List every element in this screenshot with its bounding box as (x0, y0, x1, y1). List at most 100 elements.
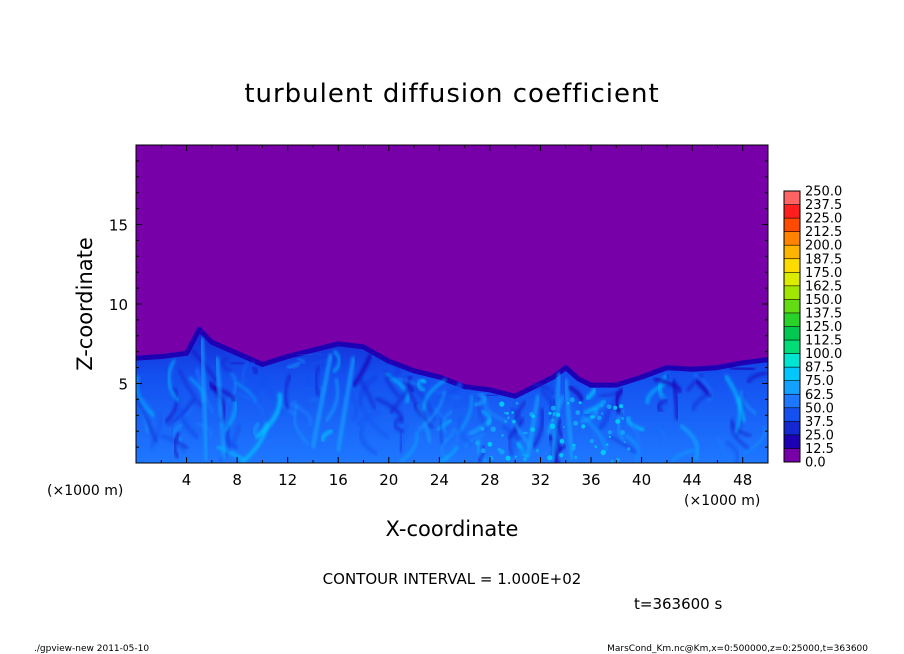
turbulence-speckle (613, 405, 618, 410)
turbulence-streak (692, 373, 713, 403)
turbulence-speckle (594, 445, 597, 448)
footer-left: ./gpview-new 2011-05-10 (34, 644, 149, 654)
colorbar-swatch (784, 367, 800, 381)
y-tick-label: 5 (118, 376, 128, 394)
turbulence-speckle (606, 443, 609, 446)
colorbar-swatch (784, 394, 800, 409)
x-tick-label: 12 (278, 471, 297, 489)
turbulence-speckle (601, 412, 604, 415)
turbulence-plume (215, 356, 226, 460)
turbulence-streak (729, 366, 756, 371)
colorbar: 0.012.525.037.550.062.575.087.5100.0112.… (783, 185, 842, 471)
turbulence-speckle (480, 448, 486, 454)
turbulence-streak (540, 439, 555, 457)
turbulence-streak (439, 445, 459, 463)
turbulence-speckle (551, 418, 555, 422)
colorbar-swatch (784, 340, 800, 354)
colorbar-label: 75.0 (805, 374, 834, 389)
colorbar-swatch (784, 448, 800, 463)
turbulence-streak (309, 356, 335, 366)
x-tick-label: 40 (632, 471, 651, 489)
turbulence-speckle (490, 426, 496, 432)
turbulence-streak (195, 421, 213, 439)
turbulence-streak (583, 399, 607, 415)
turbulence-streak (440, 427, 460, 457)
turbulence-streak (136, 398, 158, 442)
turbulence-streak (252, 421, 261, 436)
turbulence-streak (532, 408, 545, 449)
plot-area (135, 144, 769, 464)
turbulence-streak (413, 403, 434, 429)
colorbar-label: 150.0 (805, 293, 842, 308)
turbulence-streak (436, 381, 462, 400)
x-tick-label: 28 (480, 471, 499, 489)
turbulence-speckle (505, 455, 511, 461)
turbulence-streak (665, 372, 671, 380)
turbulence-speckle (504, 411, 507, 415)
colorbar-label: 250.0 (805, 185, 842, 200)
colorbar-swatch (784, 204, 800, 219)
turbulence-streak (375, 397, 404, 424)
turbulence-speckle (615, 419, 621, 424)
turbulence-speckle (550, 405, 556, 411)
turbulence-streak (167, 359, 179, 402)
x-tick-label: 16 (329, 471, 348, 489)
turbulence-speckle (530, 427, 535, 432)
turbulence-streak (739, 390, 757, 415)
turbulence-speckle (522, 457, 528, 462)
turbulence-speckle (621, 417, 625, 420)
turbulence-streak (385, 365, 401, 380)
turbulence-speckle (559, 438, 565, 444)
turbulence-streak (626, 416, 645, 432)
colorbar-swatch (784, 326, 800, 341)
turbulence-streak (227, 371, 237, 402)
turbulence-speckle (610, 459, 614, 463)
turbulence-streak (352, 354, 372, 387)
turbulence-streak (359, 375, 377, 407)
turbulence-speckle (627, 447, 631, 451)
turbulence-plume (526, 394, 540, 457)
turbulence-streak (398, 377, 422, 392)
turbulence-streak (584, 387, 597, 401)
turbulence-speckle (511, 411, 514, 414)
colorbar-label: 100.0 (805, 347, 842, 362)
turbulence-streak (389, 387, 410, 415)
x-tick-label: 4 (182, 471, 192, 489)
turbulence-speckle (570, 445, 576, 451)
turbulence-streak (423, 378, 447, 411)
turbulence-streak (357, 410, 382, 426)
turbulence-speckle (600, 449, 606, 456)
turbulence-streak (477, 395, 487, 430)
turbulence-streak (454, 388, 472, 409)
colorbar-swatch (784, 353, 800, 368)
turbulence-streak (250, 380, 266, 401)
turbulence-streak (221, 357, 234, 373)
colorbar-swatch (784, 407, 800, 422)
turbulence-streak (672, 448, 696, 461)
x-tick-label: 8 (232, 471, 242, 489)
turbulence-speckle (525, 431, 528, 435)
colorbar-label: 225.0 (805, 212, 842, 227)
x-axis-label: X-coordinate (386, 517, 519, 541)
turbulence-speckle (480, 426, 485, 431)
turbulence-speckle (512, 419, 516, 424)
turbulence-speckle (581, 424, 586, 429)
colorbar-label: 12.5 (805, 442, 834, 457)
turbulence-streak (229, 361, 245, 365)
turbulence-streak (691, 394, 707, 411)
turbulence-speckle (623, 441, 626, 444)
turbulence-streak (320, 429, 334, 443)
turbulence-streak (464, 433, 486, 449)
turbulence-streak (616, 408, 626, 443)
turbulence-speckle (620, 430, 625, 435)
turbulence-streak (332, 350, 341, 373)
colorbar-label: 200.0 (805, 239, 842, 254)
turbulence-streak (412, 385, 435, 421)
turbulence-speckle (563, 426, 566, 428)
turbulence-speckle (522, 431, 526, 435)
turbulence-speckle (514, 455, 517, 458)
turbulence-speckle (575, 410, 581, 415)
turbulence-speckle (506, 411, 509, 415)
turbulence-streak (293, 404, 310, 445)
